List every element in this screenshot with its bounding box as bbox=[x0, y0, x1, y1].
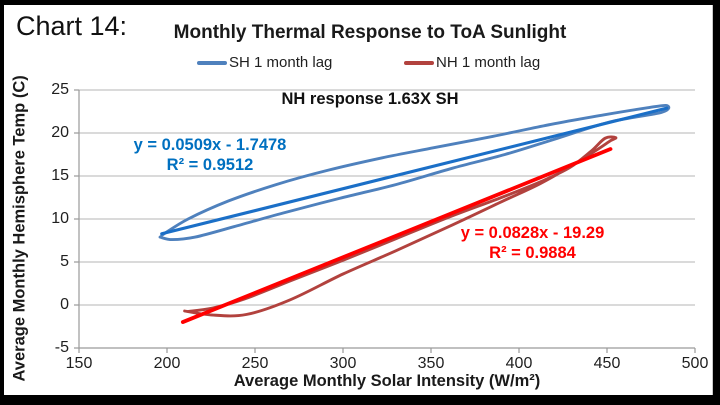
nh-trendline-equation: y = 0.0828x - 19.29 R² = 0.9884 bbox=[425, 223, 640, 263]
x-tick-label: 450 bbox=[593, 355, 621, 372]
x-tick-label: 300 bbox=[329, 355, 357, 372]
x-tick-label: 500 bbox=[681, 355, 709, 372]
series-curve-nh bbox=[183, 135, 618, 318]
annotation-text: NH response 1.63X SH bbox=[281, 90, 459, 108]
nh-series-line-icon bbox=[404, 60, 434, 65]
y-tick-label: 15 bbox=[51, 167, 69, 184]
chart-number-label: Chart 14: bbox=[16, 11, 128, 41]
sh-equation-line: y = 0.0509x - 1.7478 bbox=[133, 136, 287, 154]
sh-series-line-icon bbox=[197, 60, 227, 65]
legend-item-sh: SH 1 month lag bbox=[197, 54, 332, 71]
x-tick-label: 350 bbox=[417, 355, 445, 372]
chart-title: Monthly Thermal Response to ToA Sunlight bbox=[173, 22, 567, 43]
x-axis-title: Average Monthly Solar Intensity (W/m²) bbox=[233, 372, 541, 390]
sh-trendline-equation: y = 0.0509x - 1.7478 R² = 0.9512 bbox=[105, 135, 315, 175]
y-tick-label: 20 bbox=[51, 124, 69, 141]
legend-item-nh: NH 1 month lag bbox=[404, 54, 540, 71]
sh-r2-line: R² = 0.9512 bbox=[166, 156, 254, 174]
x-tick-label: 400 bbox=[505, 355, 533, 372]
trendline-nh bbox=[180, 147, 613, 324]
trendline-sh bbox=[160, 106, 669, 236]
y-tick-label: 10 bbox=[51, 210, 69, 227]
nh-r2-line: R² = 0.9884 bbox=[489, 244, 576, 262]
y-axis-title: Average Monthly Hemisphere Temp (C) bbox=[10, 75, 29, 382]
legend-label-sh: SH 1 month lag bbox=[229, 54, 333, 71]
series-curve-sh bbox=[158, 103, 671, 242]
y-tick-label: -5 bbox=[54, 339, 69, 356]
y-tick-label: 25 bbox=[51, 81, 69, 98]
legend-label-nh: NH 1 month lag bbox=[436, 54, 541, 71]
x-tick-label: 250 bbox=[241, 355, 269, 372]
chart-canvas bbox=[4, 5, 713, 395]
x-tick-label: 200 bbox=[153, 355, 181, 372]
y-tick-label: 0 bbox=[60, 296, 69, 313]
y-tick-label: 5 bbox=[60, 253, 69, 270]
x-tick-label: 150 bbox=[65, 355, 93, 372]
nh-equation-line: y = 0.0828x - 19.29 bbox=[460, 224, 605, 242]
